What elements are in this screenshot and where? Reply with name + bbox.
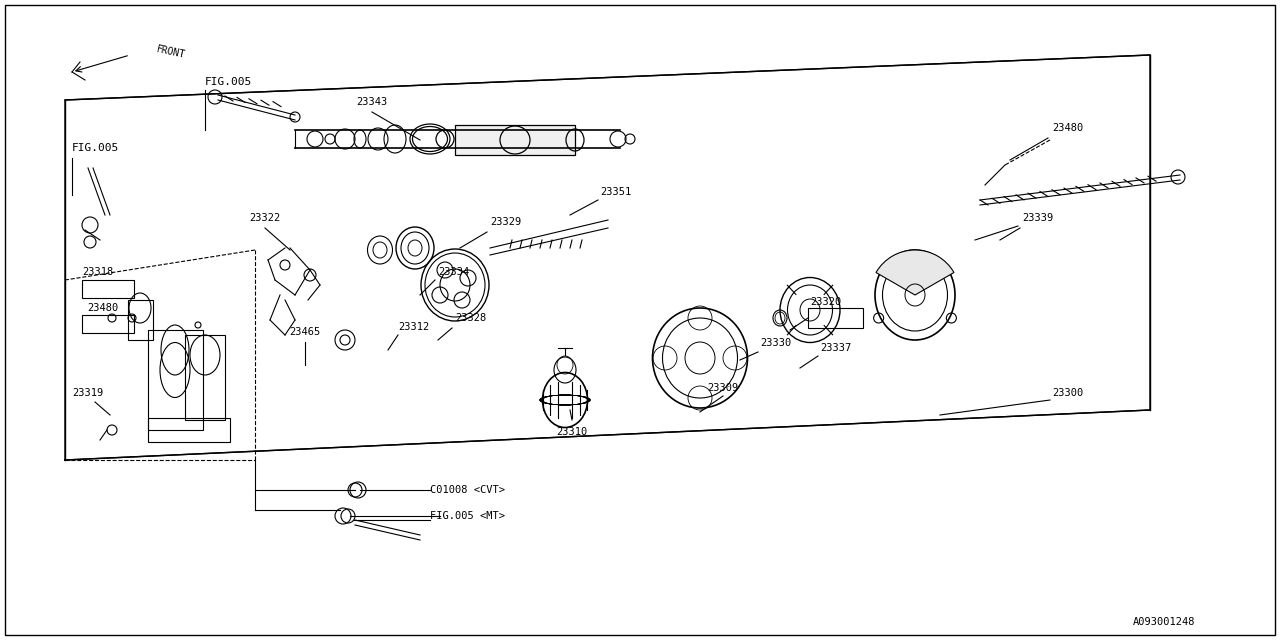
Text: 23319: 23319 xyxy=(72,388,104,398)
Text: 23328: 23328 xyxy=(454,313,486,323)
Text: 23334: 23334 xyxy=(438,267,470,277)
Text: FIG.005: FIG.005 xyxy=(205,77,252,87)
Text: A093001248: A093001248 xyxy=(1133,617,1196,627)
Text: 23312: 23312 xyxy=(398,322,429,332)
Wedge shape xyxy=(876,250,954,295)
Text: 23480: 23480 xyxy=(1052,123,1083,133)
Bar xyxy=(186,335,225,420)
Text: FIG.005: FIG.005 xyxy=(72,143,119,153)
Text: 23330: 23330 xyxy=(760,338,791,348)
Text: 23339: 23339 xyxy=(1021,213,1053,223)
Text: 23318: 23318 xyxy=(82,267,113,277)
Bar xyxy=(82,315,134,333)
Text: 23465: 23465 xyxy=(289,327,320,337)
Text: 23320: 23320 xyxy=(810,297,841,307)
Text: 23310: 23310 xyxy=(557,427,588,437)
Text: 23343: 23343 xyxy=(356,97,388,107)
Text: 23309: 23309 xyxy=(708,383,739,393)
Bar xyxy=(82,280,134,298)
Bar xyxy=(148,330,204,430)
Text: 23322: 23322 xyxy=(250,213,280,223)
Bar xyxy=(454,125,575,155)
Text: 23300: 23300 xyxy=(1052,388,1083,398)
Text: FRONT: FRONT xyxy=(155,44,186,60)
Text: 23351: 23351 xyxy=(600,187,631,197)
Text: FIG.005 <MT>: FIG.005 <MT> xyxy=(430,511,506,521)
Text: 23480: 23480 xyxy=(87,303,118,313)
Text: C01008 <CVT>: C01008 <CVT> xyxy=(430,485,506,495)
Bar xyxy=(128,300,154,340)
Bar xyxy=(808,308,863,328)
Text: 23337: 23337 xyxy=(820,343,851,353)
Text: 23329: 23329 xyxy=(490,217,521,227)
